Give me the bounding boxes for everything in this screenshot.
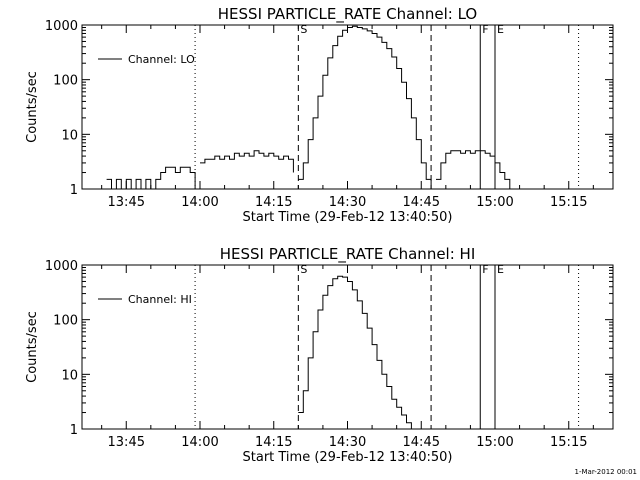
y-axis-label: Counts/sec — [25, 71, 40, 143]
y-tick-label: 1 — [70, 423, 78, 438]
x-tick-label: 14:30 — [329, 195, 366, 210]
event-marker-label: S — [300, 263, 307, 276]
x-tick-label: 14:00 — [181, 195, 218, 210]
x-tick-label: 15:00 — [476, 435, 513, 450]
x-tick-label: 13:45 — [108, 195, 145, 210]
event-marker-label: F — [482, 23, 488, 36]
x-tick-label: 15:15 — [550, 435, 587, 450]
plot-frame — [81, 264, 614, 430]
y-tick-label: 1 — [70, 183, 78, 198]
y-axis-label: Counts/sec — [25, 311, 40, 383]
x-tick-label: 13:45 — [108, 435, 145, 450]
x-tick-label: 15:15 — [550, 195, 587, 210]
event-marker-label: F — [482, 263, 488, 276]
plot-frame — [81, 24, 614, 190]
x-tick-label: 14:00 — [181, 435, 218, 450]
x-axis-label: Start Time (29-Feb-12 13:40:50) — [243, 450, 453, 465]
series-line — [436, 150, 511, 189]
chart-title: HESSI PARTICLE_RATE Channel: HI — [220, 245, 476, 264]
y-tick-label: 1000 — [45, 259, 78, 274]
chart-title: HESSI PARTICLE_RATE Channel: LO — [218, 5, 477, 24]
event-marker-label: E — [497, 23, 504, 36]
timestamp-stamp: 1-Mar-2012 00:01 — [575, 468, 637, 476]
x-tick-label: 14:15 — [255, 435, 292, 450]
x-tick-label: 14:45 — [403, 195, 440, 210]
y-tick-label: 1000 — [45, 19, 78, 34]
x-axis-label: Start Time (29-Feb-12 13:40:50) — [243, 210, 453, 225]
x-tick-label: 14:30 — [329, 435, 366, 450]
series-line — [200, 150, 294, 173]
x-tick-label: 15:00 — [476, 195, 513, 210]
y-tick-label: 100 — [53, 74, 78, 89]
y-tick-label: 100 — [53, 314, 78, 329]
series-line — [298, 25, 432, 189]
legend-label: Channel: LO — [128, 53, 195, 66]
event-marker-label: S — [300, 23, 307, 36]
hi-channel-panel: HESSI PARTICLE_RATE Channel: HI 1 10 100 100… — [25, 245, 614, 465]
lo-channel-panel: HESSI PARTICLE_RATE Channel: LO 1 10 100 100… — [25, 5, 614, 225]
series-line — [298, 275, 412, 429]
event-marker-label: E — [497, 263, 504, 276]
x-tick-label: 14:45 — [403, 435, 440, 450]
y-tick-label: 10 — [61, 128, 78, 143]
legend-label: Channel: HI — [128, 293, 192, 306]
y-tick-label: 10 — [61, 368, 78, 383]
x-tick-label: 14:15 — [255, 195, 292, 210]
series-line — [106, 166, 196, 190]
